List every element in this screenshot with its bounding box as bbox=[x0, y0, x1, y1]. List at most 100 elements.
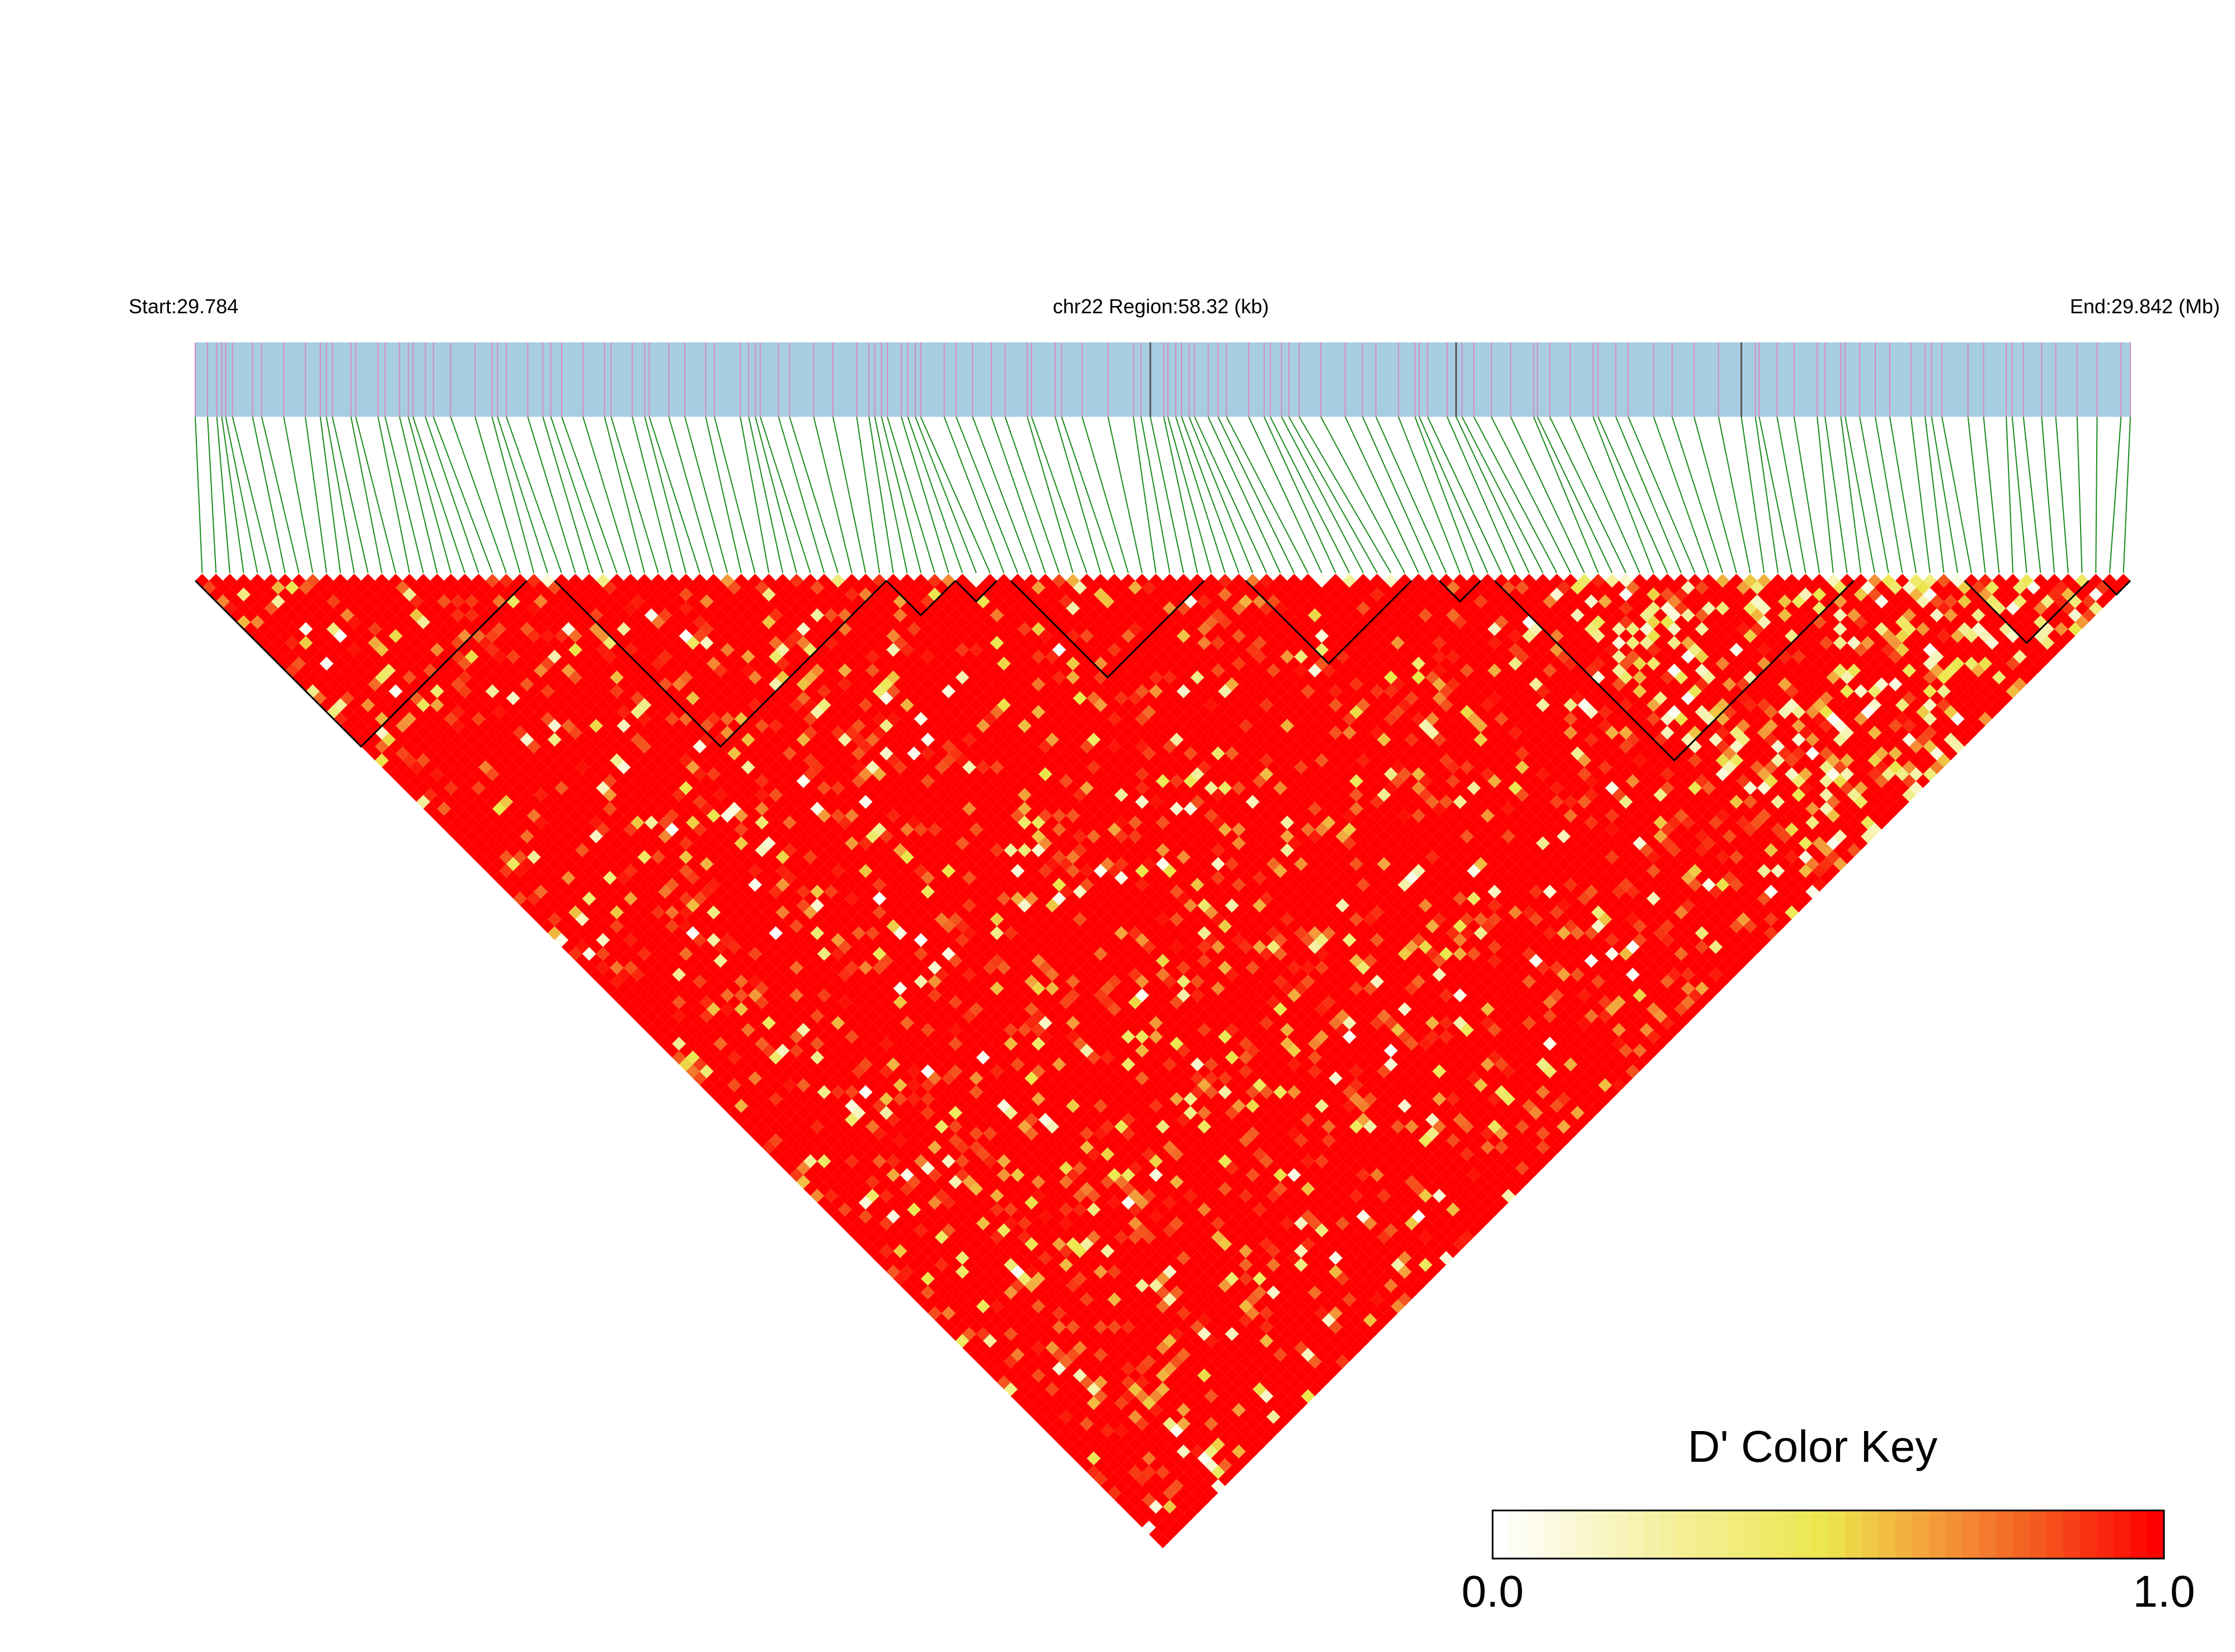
ld-cell bbox=[928, 1126, 942, 1141]
ld-cell bbox=[769, 940, 783, 954]
ld-cell bbox=[962, 1133, 976, 1147]
ld-cell bbox=[775, 1099, 790, 1113]
ld-cell bbox=[699, 1078, 714, 1093]
ld-cell bbox=[582, 891, 596, 906]
ld-cell bbox=[707, 753, 721, 768]
ld-cell bbox=[534, 857, 548, 871]
ld-cell bbox=[948, 1189, 963, 1203]
ld-cell bbox=[548, 829, 562, 844]
ld-cell bbox=[319, 684, 334, 698]
ld-cell bbox=[354, 719, 368, 733]
ld-cell bbox=[1128, 1382, 1142, 1396]
ld-cell bbox=[734, 795, 749, 809]
ld-cell bbox=[1156, 1244, 1170, 1258]
ld-cell bbox=[1031, 1340, 1046, 1355]
ld-cell bbox=[983, 1182, 997, 1196]
ld-cell bbox=[713, 926, 728, 940]
snp-connector bbox=[1207, 416, 1281, 573]
ld-cell bbox=[554, 753, 569, 768]
ld-cell bbox=[1038, 1099, 1052, 1113]
ld-cell bbox=[582, 919, 596, 933]
ld-cell bbox=[1004, 1286, 1018, 1300]
ld-cell bbox=[520, 829, 534, 844]
ld-cell bbox=[1080, 1265, 1094, 1279]
ld-cell bbox=[1245, 1348, 1260, 1362]
ld-cell bbox=[561, 829, 576, 844]
ld-cell bbox=[423, 705, 437, 719]
ld-cell bbox=[603, 691, 617, 705]
ld-cell bbox=[1121, 1416, 1136, 1431]
ld-cell bbox=[865, 981, 879, 996]
ld-cell bbox=[617, 691, 631, 705]
ld-cell bbox=[783, 843, 797, 858]
ld-cell bbox=[1004, 1382, 1018, 1396]
ld-cell bbox=[1080, 1306, 1094, 1320]
ld-cell bbox=[686, 829, 700, 844]
ld-cell bbox=[948, 1299, 963, 1314]
ld-cell bbox=[1149, 1486, 1163, 1500]
ld-cell bbox=[789, 891, 804, 906]
ld-cell bbox=[1142, 1479, 1156, 1493]
ld-cell bbox=[610, 684, 624, 698]
ld-cell bbox=[278, 629, 292, 643]
ld-cell bbox=[865, 1216, 879, 1231]
ld-cell bbox=[1294, 1354, 1308, 1369]
ld-cell bbox=[561, 622, 576, 636]
ld-cell bbox=[575, 940, 590, 954]
ld-cell bbox=[1142, 1189, 1156, 1203]
ld-cell bbox=[596, 975, 610, 989]
ld-cell bbox=[817, 1057, 831, 1072]
ld-cell bbox=[783, 1147, 797, 1161]
snp-ticks bbox=[195, 342, 2131, 417]
ld-cell bbox=[969, 1057, 984, 1072]
ld-cell bbox=[865, 1064, 879, 1079]
ld-cell bbox=[1072, 1244, 1087, 1258]
ld-cell bbox=[990, 1258, 1004, 1272]
ld-cell bbox=[720, 850, 735, 864]
ld-cell bbox=[264, 587, 279, 602]
ld-cell bbox=[658, 719, 672, 733]
ld-cell bbox=[319, 587, 334, 602]
ld-cell bbox=[762, 1126, 776, 1141]
ld-cell bbox=[388, 573, 403, 588]
ld-cell bbox=[527, 864, 541, 878]
ld-cell bbox=[1135, 1251, 1149, 1265]
ld-cell bbox=[396, 719, 410, 733]
ld-cell bbox=[499, 767, 514, 782]
ld-cell bbox=[548, 719, 562, 733]
ld-cell bbox=[1004, 1064, 1018, 1079]
snp-connector bbox=[399, 416, 438, 573]
ld-cell bbox=[305, 615, 320, 629]
ld-cell bbox=[540, 822, 555, 837]
ld-cell bbox=[886, 1030, 901, 1044]
ld-cell bbox=[582, 698, 596, 712]
ld-cell bbox=[934, 1105, 949, 1120]
ld-cell bbox=[1038, 1362, 1052, 1376]
ld-cell bbox=[617, 760, 631, 774]
ld-cell bbox=[1287, 1348, 1301, 1362]
ld-cell bbox=[1142, 1299, 1156, 1314]
ld-cell bbox=[534, 608, 548, 623]
ld-cell bbox=[720, 933, 735, 947]
ld-cell bbox=[1080, 1334, 1094, 1348]
ld-cell bbox=[630, 802, 644, 816]
ld-cell bbox=[893, 954, 907, 968]
ld-cell bbox=[720, 822, 735, 837]
ld-cell bbox=[527, 767, 541, 782]
ld-cell bbox=[1142, 1272, 1156, 1286]
ld-cell bbox=[1190, 1472, 1204, 1486]
ld-cell bbox=[789, 1002, 804, 1016]
ld-cell bbox=[610, 836, 624, 850]
ld-cell bbox=[1121, 1168, 1136, 1182]
ld-cell bbox=[879, 926, 893, 940]
ld-cell bbox=[686, 802, 700, 816]
ld-cell bbox=[1142, 1410, 1156, 1424]
ld-cell bbox=[1273, 1362, 1287, 1376]
ld-cell bbox=[520, 608, 534, 623]
ld-cell bbox=[976, 1354, 990, 1369]
ld-cell bbox=[872, 947, 887, 961]
ld-cell bbox=[610, 670, 624, 685]
ld-cell bbox=[1245, 1320, 1260, 1334]
ld-cell bbox=[1031, 1382, 1046, 1396]
ld-cell bbox=[872, 919, 887, 933]
